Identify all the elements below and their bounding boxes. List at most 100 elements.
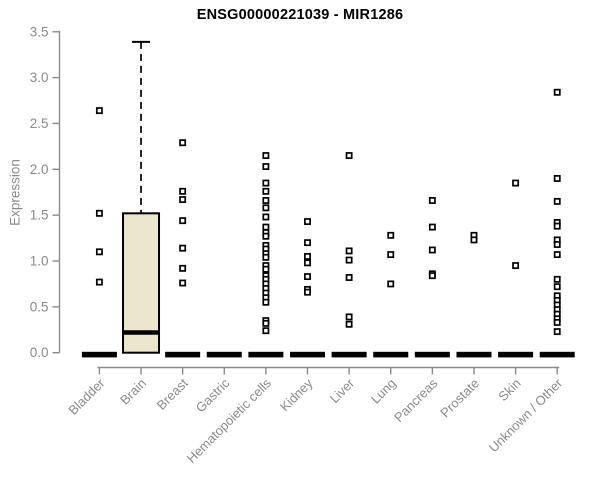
collapsed-box-dash [248,351,284,358]
outlier-point [345,313,353,321]
outlier-point [428,272,436,280]
collapsed-box-dash [206,351,242,358]
outlier-point [553,251,561,259]
outlier-point [553,283,561,291]
outlier-point [262,319,270,327]
y-axis-label: Expression [7,159,23,226]
boxplot-group-bladder [81,107,117,358]
outlier-point [262,265,270,273]
outlier-point [262,204,270,212]
x-category-label: Pancreas [391,375,441,425]
collapsed-box-dash [290,351,325,358]
collapsed-box-dash [373,351,409,358]
outlier-point [304,259,311,267]
outlier-point [553,328,561,336]
y-tick-label: 0.5 [30,299,49,314]
y-tick-label: 1.5 [30,208,49,223]
y-tick-label: 0.0 [30,345,49,360]
outlier-point [345,320,353,328]
boxplot-group-unknown-other [539,88,575,358]
outlier-point [304,288,311,296]
chart-title: ENSG00000221039 - MIR1286 [196,7,404,23]
outlier-point [428,197,436,204]
outlier-point [262,152,270,159]
outlier-point [95,278,103,286]
collapsed-box-dash [539,351,575,358]
boxplot-group-lung [373,231,409,358]
collapsed-box-dash [456,351,492,358]
outlier-point [179,279,187,287]
boxplot-group-kidney [290,218,325,358]
y-tick-label: 2.0 [30,162,49,177]
boxplot-group-skin [498,179,534,358]
outlier-point [262,298,270,306]
x-category-label: Kidney [277,375,316,414]
outlier-point [262,179,270,187]
outlier-point [179,139,187,147]
outlier-point [553,175,561,182]
collapsed-box-dash [414,351,450,358]
boxplot-group-gastric [206,351,242,358]
boxplot-group-brain [122,40,161,354]
y-tick-label: 3.0 [30,70,49,85]
x-category-label: Gastric [193,375,233,415]
boxplot-group-liver [331,152,367,358]
outlier-point [553,275,561,283]
outlier-point [553,222,561,230]
outlier-point [553,197,561,205]
x-category-label: Unknown / Other [486,375,566,455]
outlier-point [179,244,187,252]
outlier-point [345,274,353,281]
outlier-point [262,187,270,195]
outlier-point [262,163,270,170]
outlier-point [304,239,311,247]
outlier-point [304,218,311,226]
boxplot-group-breast [165,139,201,358]
outlier-point [387,280,395,288]
outlier-point [95,107,103,115]
box-rect [122,212,161,354]
y-tick-label: 2.5 [30,116,49,131]
outlier-point [387,251,395,259]
outlier-point [512,179,520,187]
collapsed-box-dash [81,351,117,358]
x-category-label: Bladder [65,375,108,418]
x-category-label: Liver [327,375,358,406]
x-category-label: Skin [495,376,523,404]
x-category-label: Lung [368,376,399,407]
boxplot-group-pancreas [414,197,450,358]
x-category-label: Brain [117,376,149,408]
outlier-point [179,187,187,195]
outlier-point [262,223,270,231]
outlier-point [179,217,187,225]
outlier-point [262,197,270,204]
outlier-point [387,231,395,239]
x-category-label: Prostate [437,376,482,421]
boxplot-group-prostate [456,231,492,358]
outlier-point [262,232,270,240]
collapsed-box-dash [165,351,201,358]
outlier-point [470,236,478,244]
outlier-point [553,88,561,96]
outlier-point [179,196,187,204]
outlier-point [345,247,353,255]
x-category-label: Breast [154,375,191,412]
outlier-point [553,318,561,326]
outlier-point [304,252,311,260]
outlier-point [304,273,311,281]
collapsed-box-dash [331,351,367,358]
boxplot-group-hematopoietic-cells [248,152,284,358]
outlier-point [262,253,270,261]
outlier-point [428,246,436,254]
outlier-point [428,223,436,231]
outlier-point [345,152,353,159]
y-tick-label: 1.0 [30,254,49,269]
outlier-point [553,241,561,248]
outlier-point [345,256,353,264]
outlier-point [262,327,270,335]
outlier-point [95,248,103,256]
y-tick-label: 3.5 [30,24,49,39]
outlier-point [95,209,103,217]
